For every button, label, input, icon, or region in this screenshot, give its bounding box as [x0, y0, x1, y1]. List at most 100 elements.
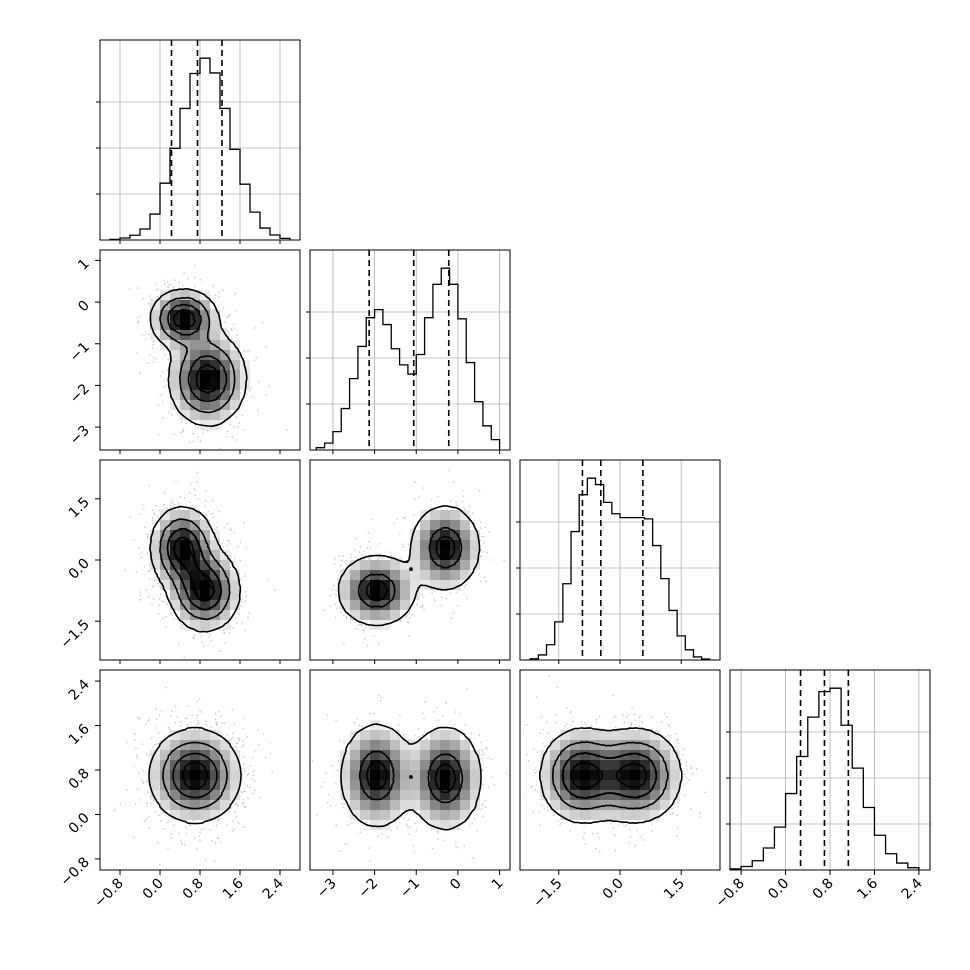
density-cell — [220, 610, 230, 620]
density-cell — [230, 770, 240, 780]
density-cell — [420, 570, 430, 580]
density-cell — [400, 740, 410, 750]
density-content — [128, 264, 288, 450]
density-cell — [620, 770, 630, 780]
histogram-panel-0 — [96, 39, 301, 241]
density-cell — [620, 800, 630, 810]
density-cell — [410, 750, 420, 760]
density-cell — [450, 750, 460, 760]
density-cell — [390, 560, 400, 570]
density-cell — [440, 740, 450, 750]
density-cell — [450, 520, 460, 530]
density-cell — [400, 780, 410, 790]
density-cell — [390, 760, 400, 770]
x-tick-label: 1.6 — [854, 875, 881, 902]
density-cell — [410, 780, 420, 790]
density-cell — [450, 730, 460, 740]
y-tick-label: 0.8 — [66, 766, 93, 793]
density-cell — [240, 380, 250, 390]
density-cell — [620, 810, 630, 820]
density-cell — [570, 740, 580, 750]
density-cell — [400, 590, 410, 600]
density-cell — [450, 740, 460, 750]
contour-line — [409, 775, 413, 779]
density-cell — [560, 810, 570, 820]
density-cell — [400, 580, 410, 590]
density-cell — [420, 520, 430, 530]
density-cell — [440, 800, 450, 810]
density-cell — [540, 760, 550, 770]
x-tick-label: 0.8 — [180, 876, 207, 903]
density-cell — [460, 790, 470, 800]
density-cell — [200, 770, 210, 780]
density-cell — [630, 780, 640, 790]
density-cell — [180, 360, 190, 370]
density-cell — [460, 540, 470, 550]
density-cell — [360, 610, 370, 620]
density-cell — [180, 540, 190, 550]
density-cell — [180, 310, 190, 320]
density-cell — [570, 730, 580, 740]
density-cell — [550, 790, 560, 800]
density-cell — [380, 560, 390, 570]
density-cell — [630, 800, 640, 810]
density-cell — [450, 580, 460, 590]
density-cell — [210, 740, 220, 750]
contour-line — [570, 761, 603, 790]
density-cell — [360, 750, 370, 760]
density-cell — [200, 530, 210, 540]
density-cell — [210, 580, 220, 590]
density-cell — [200, 520, 210, 530]
density-cell — [380, 740, 390, 750]
density-cell — [380, 770, 390, 780]
density-cell — [160, 570, 170, 580]
density-cell — [430, 560, 440, 570]
density-cell — [190, 530, 200, 540]
density-cell — [200, 760, 210, 770]
contour-line — [435, 536, 456, 560]
x-tick-label: 1 — [489, 876, 507, 894]
density-cell — [460, 530, 470, 540]
density-cell — [640, 810, 650, 820]
density-cell — [360, 770, 370, 780]
contour-line — [149, 505, 242, 633]
density-cell — [570, 800, 580, 810]
density-cell — [160, 530, 170, 540]
density-cell — [550, 780, 560, 790]
density-panel-2 — [309, 459, 511, 661]
density-cell — [150, 540, 160, 550]
density-cell — [390, 610, 400, 620]
density-cell — [590, 770, 600, 780]
density-cell — [600, 810, 610, 820]
x-tick-label: −2 — [356, 876, 382, 902]
density-cell — [190, 590, 200, 600]
density-cell — [620, 760, 630, 770]
density-cell — [590, 760, 600, 770]
density-cell — [410, 580, 420, 590]
density-cell — [470, 560, 480, 570]
density-cell — [200, 600, 210, 610]
density-cell — [340, 600, 350, 610]
density-cell — [220, 560, 230, 570]
contour-line — [162, 741, 228, 810]
density-cell — [160, 740, 170, 750]
density-cell — [670, 780, 680, 790]
density-cell — [220, 360, 230, 370]
density-cell — [340, 580, 350, 590]
density-cell — [190, 810, 200, 820]
density-cell — [380, 810, 390, 820]
y-tick-label: −1.5 — [57, 617, 92, 652]
density-cell — [200, 320, 210, 330]
density-cell — [180, 340, 190, 350]
contour-line — [615, 762, 648, 789]
contour-line — [148, 726, 242, 825]
density-cell — [430, 810, 440, 820]
density-cell — [630, 790, 640, 800]
density-cell — [230, 790, 240, 800]
density-cell — [150, 550, 160, 560]
density-cell — [170, 600, 180, 610]
density-cell — [200, 740, 210, 750]
density-cell — [200, 380, 210, 390]
density-cell — [190, 300, 200, 310]
density-cell — [190, 560, 200, 570]
